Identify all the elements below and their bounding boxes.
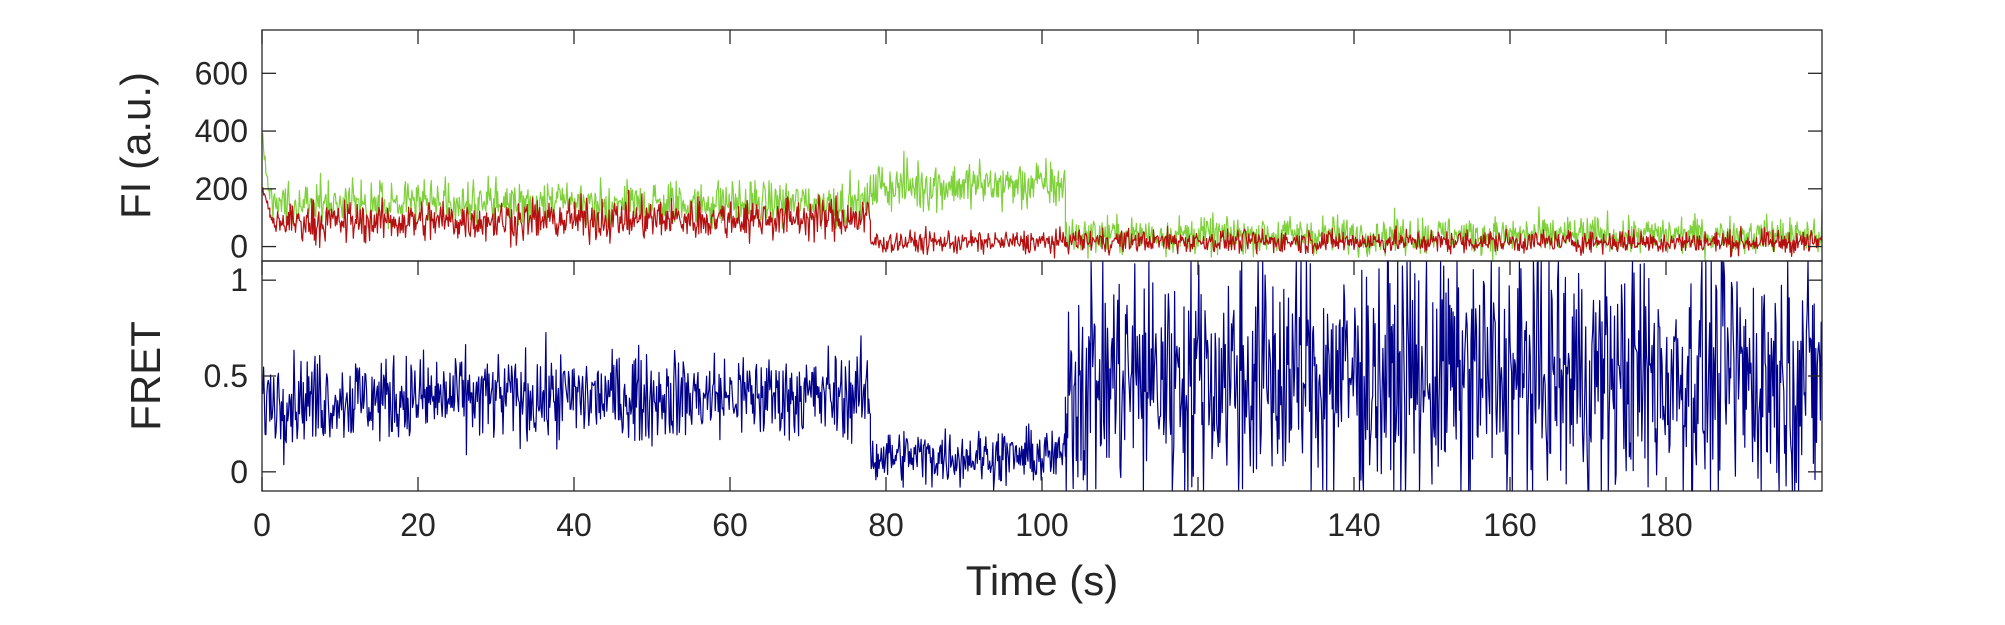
y-tick-label: 200 — [195, 171, 248, 207]
fret-axes-frame — [261, 260, 1823, 492]
trace-line-0-1 — [261, 187, 1823, 259]
x-tick-label: 0 — [253, 507, 271, 543]
y-tick-label: 600 — [195, 55, 248, 91]
x-tick-label: 20 — [400, 507, 436, 543]
fret-y-axis-label: FRET — [122, 321, 169, 431]
fluorescence-y-axis-label: FI (a.u.) — [112, 72, 159, 219]
trace-line-0-0 — [261, 133, 1823, 262]
x-tick-label: 40 — [556, 507, 592, 543]
y-tick-label: 1 — [230, 262, 248, 298]
x-tick-label: 180 — [1639, 507, 1692, 543]
fluorescence-ticks: 0 200 400 600 — [195, 30, 1822, 265]
fret-panel: 0 0.5 1 0 20 40 60 80 100 120 140 160 180 FRET Time … — [122, 260, 1823, 604]
fret-ticks: 0 0.5 1 0 20 40 60 80 100 120 140 160 180 — [204, 261, 1822, 543]
fret-series-group — [261, 260, 1823, 492]
x-tick-label: 120 — [1171, 507, 1224, 543]
trace-line-1-0 — [261, 260, 1823, 492]
fluorescence-series-group — [261, 133, 1823, 262]
x-tick-label: 140 — [1327, 507, 1380, 543]
x-tick-label: 80 — [868, 507, 904, 543]
fluorescence-panel: 0 200 400 600 FI (a.u.) — [112, 29, 1823, 265]
x-tick-label: 60 — [712, 507, 748, 543]
time-x-axis-label: Time (s) — [966, 557, 1118, 604]
y-tick-label: 400 — [195, 113, 248, 149]
x-tick-label: 100 — [1015, 507, 1068, 543]
y-tick-label: 0 — [230, 229, 248, 265]
x-tick-label: 160 — [1483, 507, 1536, 543]
y-tick-label: 0 — [230, 454, 248, 490]
y-tick-label: 0.5 — [204, 358, 248, 394]
